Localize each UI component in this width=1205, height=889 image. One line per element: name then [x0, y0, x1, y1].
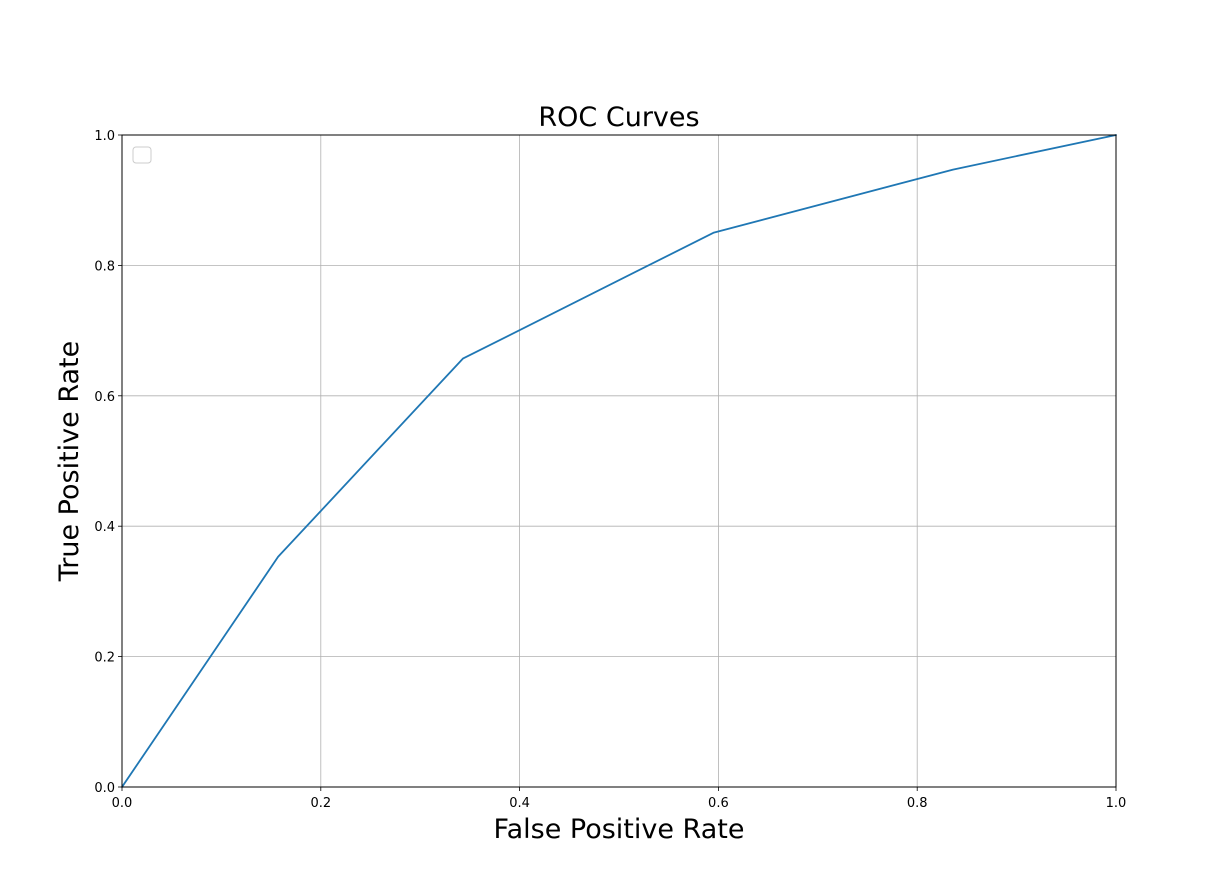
gridlines	[121, 134, 1117, 788]
y-tick-label: 0.6	[94, 390, 115, 405]
legend-box	[132, 146, 152, 164]
y-tick-label: 0.2	[94, 651, 115, 666]
x-tick-label: 0.4	[509, 796, 530, 811]
y-tick-label: 1.0	[94, 129, 115, 144]
axis-ticks: 0.0 0.2 0.4 0.6 0.8 1.0 0.0 0.2 0.4 0.6 0.8 1.0	[94, 129, 1126, 811]
series-layer	[121, 134, 1117, 788]
chart-title: ROC Curves	[538, 102, 699, 133]
roc-curve-line	[121, 134, 1117, 788]
x-tick-label: 0.6	[708, 796, 729, 811]
y-tick-label: 0.0	[94, 781, 115, 796]
y-tick-label: 0.4	[94, 520, 115, 535]
y-axis-title: True Positive Rate	[54, 341, 85, 583]
plot-frame	[121, 134, 1117, 788]
x-tick-label: 0.2	[310, 796, 331, 811]
x-tick-label: 1.0	[1106, 796, 1127, 811]
y-tick-label: 0.8	[94, 259, 115, 274]
x-tick-label: 0.8	[907, 796, 928, 811]
x-axis-title: False Positive Rate	[494, 814, 745, 845]
x-tick-label: 0.0	[112, 796, 133, 811]
